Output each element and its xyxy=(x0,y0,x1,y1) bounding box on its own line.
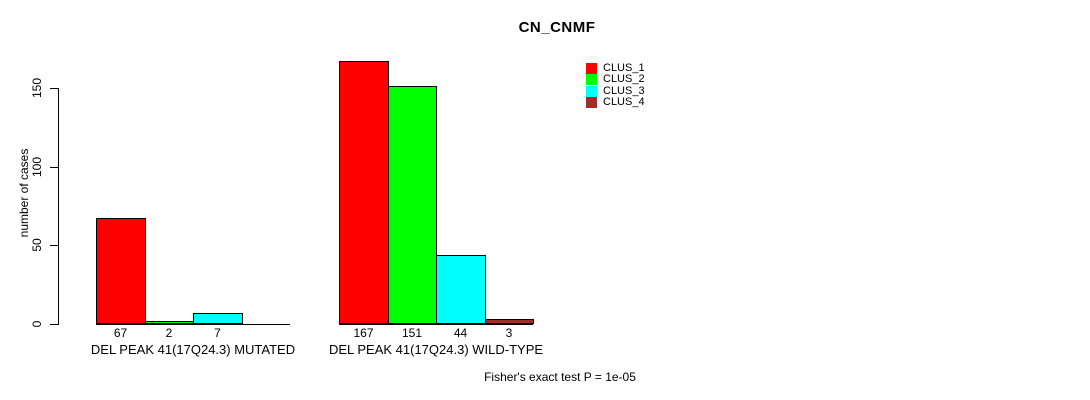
y-tick-label: 100 xyxy=(30,156,44,177)
y-tick-label: 0 xyxy=(30,320,44,328)
legend-label: CLUS_3 xyxy=(603,84,645,97)
group-axis-label: DEL PEAK 41(17Q24.3) WILD-TYPE xyxy=(328,342,544,357)
y-axis-tick xyxy=(50,166,58,168)
bar-clus_2 xyxy=(388,86,437,324)
chart-title: CN_CNMF xyxy=(518,19,596,36)
y-tick-label: 150 xyxy=(30,77,44,98)
bar-clus_3 xyxy=(193,313,243,324)
y-axis-line xyxy=(58,87,59,325)
legend-item: CLUS_1 xyxy=(586,62,645,75)
legend-swatch-clus_1 xyxy=(586,63,597,75)
bar-clus_2 xyxy=(145,321,194,324)
group-axis-label: DEL PEAK 41(17Q24.3) MUTATED xyxy=(90,342,296,357)
legend-swatch-clus_3 xyxy=(586,85,597,97)
legend-item: CLUS_3 xyxy=(586,84,645,97)
bar-value-label: 2 xyxy=(165,326,173,340)
legend: CLUS_1 CLUS_2 CLUS_3 CLUS_4 xyxy=(586,62,645,109)
bar-clus_1 xyxy=(96,218,146,324)
legend-label: CLUS_2 xyxy=(603,73,645,86)
legend-swatch-clus_2 xyxy=(586,74,597,86)
bar-clus_4 xyxy=(485,319,534,324)
legend-label: CLUS_1 xyxy=(603,62,645,75)
legend-item: CLUS_4 xyxy=(586,96,645,109)
stat-annotation: Fisher's exact test P = 1e-05 xyxy=(484,370,636,384)
y-axis-label: number of cases xyxy=(17,148,31,238)
legend-item: CLUS_2 xyxy=(586,73,645,86)
legend-label: CLUS_4 xyxy=(603,96,645,109)
x-axis-baseline xyxy=(339,324,533,325)
bar-value-label: 3 xyxy=(505,326,513,340)
bar-value-label: 7 xyxy=(214,326,221,340)
y-axis-tick xyxy=(50,87,58,89)
bar-clus_3 xyxy=(436,255,486,324)
x-axis-baseline xyxy=(96,324,290,325)
legend-swatch-clus_4 xyxy=(586,97,597,109)
bar-clus_1 xyxy=(339,61,389,324)
bar-value-label: 67 xyxy=(113,326,128,340)
y-axis-tick xyxy=(50,324,58,325)
bar-value-label: 44 xyxy=(453,326,468,340)
bar-value-label: 167 xyxy=(353,326,374,340)
bar-value-label: 151 xyxy=(401,326,423,340)
y-tick-label: 50 xyxy=(30,238,44,252)
y-axis-tick xyxy=(50,245,58,247)
